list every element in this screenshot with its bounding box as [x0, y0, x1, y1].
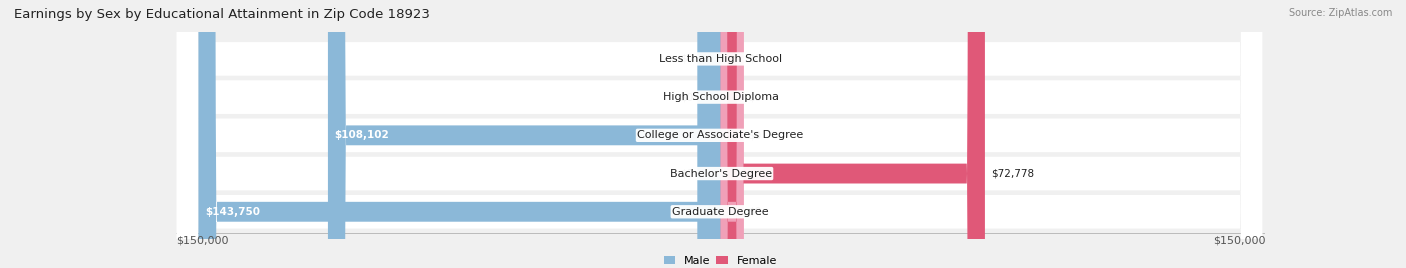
Text: $0: $0: [681, 92, 693, 102]
Text: $143,750: $143,750: [205, 207, 260, 217]
Text: $72,778: $72,778: [991, 169, 1035, 178]
Text: $0: $0: [748, 207, 761, 217]
Text: $0: $0: [748, 130, 761, 140]
FancyBboxPatch shape: [721, 0, 744, 268]
FancyBboxPatch shape: [177, 0, 1263, 268]
Text: High School Diploma: High School Diploma: [662, 92, 779, 102]
FancyBboxPatch shape: [198, 0, 721, 268]
FancyBboxPatch shape: [721, 0, 744, 268]
Text: $0: $0: [748, 54, 761, 64]
Text: $0: $0: [748, 92, 761, 102]
FancyBboxPatch shape: [697, 0, 721, 268]
FancyBboxPatch shape: [328, 0, 721, 268]
FancyBboxPatch shape: [697, 0, 721, 268]
Text: $150,000: $150,000: [176, 236, 228, 245]
Text: $108,102: $108,102: [335, 130, 389, 140]
FancyBboxPatch shape: [177, 0, 1263, 268]
Text: Graduate Degree: Graduate Degree: [672, 207, 769, 217]
Legend: Male, Female: Male, Female: [659, 251, 782, 268]
FancyBboxPatch shape: [721, 0, 744, 268]
FancyBboxPatch shape: [177, 0, 1263, 268]
FancyBboxPatch shape: [721, 0, 744, 268]
FancyBboxPatch shape: [177, 0, 1263, 268]
FancyBboxPatch shape: [721, 0, 986, 268]
Text: $150,000: $150,000: [1213, 236, 1265, 245]
Text: $0: $0: [681, 54, 693, 64]
Text: Source: ZipAtlas.com: Source: ZipAtlas.com: [1288, 8, 1392, 18]
Text: Less than High School: Less than High School: [659, 54, 782, 64]
Text: Bachelor's Degree: Bachelor's Degree: [669, 169, 772, 178]
Text: Earnings by Sex by Educational Attainment in Zip Code 18923: Earnings by Sex by Educational Attainmen…: [14, 8, 430, 21]
Text: $0: $0: [681, 169, 693, 178]
Text: College or Associate's Degree: College or Associate's Degree: [637, 130, 804, 140]
FancyBboxPatch shape: [697, 0, 721, 268]
FancyBboxPatch shape: [177, 0, 1263, 268]
